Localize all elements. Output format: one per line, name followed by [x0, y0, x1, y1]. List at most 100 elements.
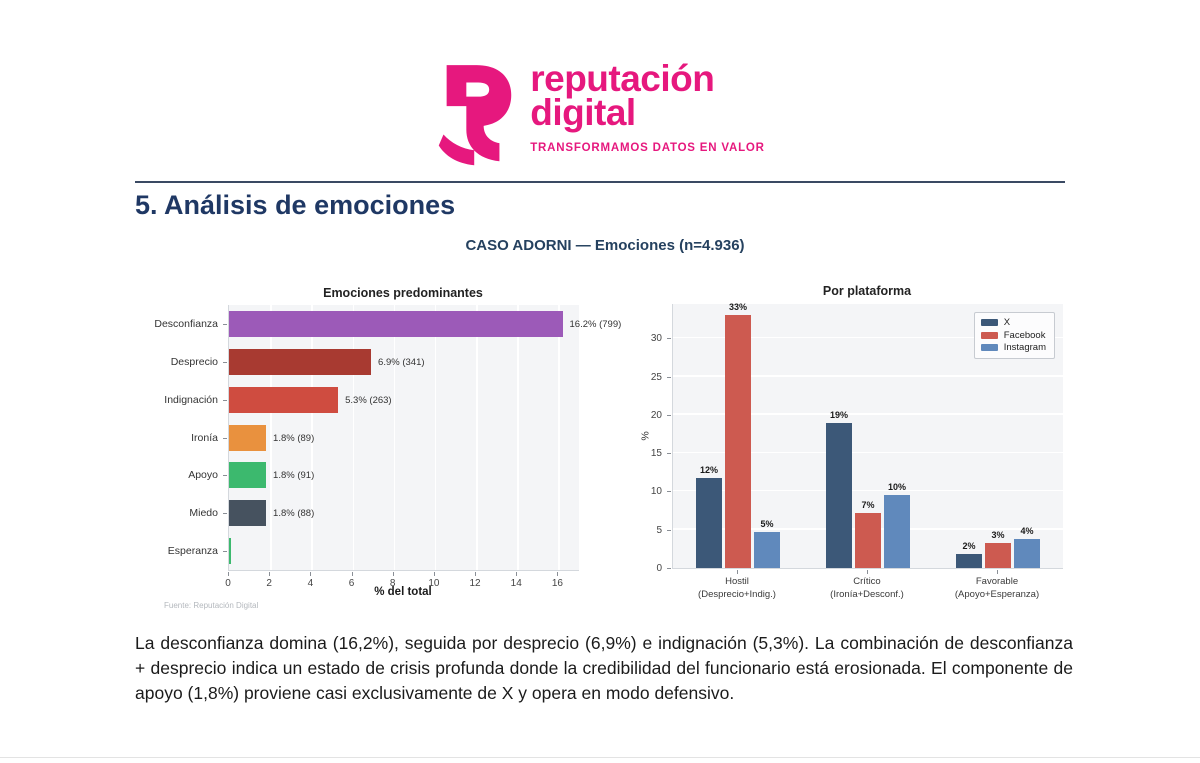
axis-tick: [737, 570, 738, 574]
axis-tick-label: 2: [266, 578, 272, 589]
bar-desconfianza: [229, 310, 563, 337]
legend-entry: Facebook: [980, 329, 1046, 341]
axis-tick-label: 20: [650, 409, 662, 421]
axis-tick-label: 14: [510, 578, 522, 589]
bar-value-label: 4%: [1020, 525, 1034, 536]
axis-tick: [223, 437, 227, 439]
gridline: [673, 375, 1063, 377]
section-divider: [135, 181, 1065, 183]
bar-value-label: 7%: [861, 499, 875, 510]
axis-tick: [516, 572, 518, 576]
axis-tick-label: 0: [225, 578, 231, 589]
bar-instagram: [884, 494, 910, 568]
legend: X Facebook Instagram: [973, 312, 1055, 359]
category-label-line: (Desprecio+Indig.): [698, 588, 776, 600]
axis-tick: [667, 529, 671, 531]
bar-value-label: 3%: [991, 529, 1005, 540]
bar-value-label: 33%: [728, 302, 748, 313]
axis-tick-label: 6: [348, 578, 355, 589]
axis-tick: [667, 414, 671, 416]
bar-x: [956, 554, 982, 568]
category-label-line: Hostil: [725, 576, 749, 587]
legend-entry: X: [980, 317, 1046, 328]
axis-tick-label: 10: [650, 486, 662, 498]
bar-value-label: 5%: [760, 519, 774, 530]
category-label: Crítico (Ironía+Desconf.): [830, 576, 904, 602]
category-label: Desconfianza: [154, 317, 218, 330]
category-label: Esperanza: [167, 545, 218, 558]
axis-tick: [223, 399, 227, 401]
brand-tagline: TRANSFORMAMOS DATOS EN VALOR: [530, 142, 765, 155]
axis-tick: [269, 572, 271, 576]
bar-value-label: 10%: [887, 481, 907, 492]
axis-tick: [997, 570, 998, 574]
bar-value-label: 5.3% (263): [345, 394, 392, 406]
right-chart-title: Por plataforma: [822, 284, 912, 298]
axis-tick-label: 8: [389, 578, 396, 589]
gridline: [673, 413, 1063, 415]
legend-entry: Instagram: [980, 342, 1046, 353]
bar-facebook: [725, 315, 751, 568]
category-label: Ironía: [191, 431, 218, 444]
axis-tick: [223, 551, 227, 553]
source-note: Fuente: Reputación Digital: [164, 601, 259, 610]
legend-swatch-x: [980, 319, 998, 327]
gridline: [476, 305, 478, 570]
gridline: [673, 451, 1063, 454]
axis-tick: [667, 491, 671, 493]
bar-value-label: 16.2% (799): [569, 318, 622, 330]
axis-tick-label: 25: [650, 371, 662, 383]
bar-facebook: [985, 542, 1011, 568]
right-chart-plot: 12% 33% 5% 19% 7% 10% 2% 3% 4% X Facebook Instagram: [672, 302, 1063, 569]
axis-tick: [310, 572, 312, 576]
left-chart-xlabel: % del total: [374, 586, 432, 598]
category-label-line: Favorable: [975, 576, 1019, 587]
figure-suptitle: CASO ADORNI — Emociones (n=4.936): [465, 237, 745, 254]
bar-indignación: [229, 386, 339, 413]
bar-esperanza: [229, 538, 232, 565]
gridline: [673, 336, 1063, 339]
category-label: Miedo: [189, 507, 218, 520]
axis-tick: [667, 338, 671, 340]
brand-r-icon: [438, 65, 512, 166]
bar-x: [826, 423, 852, 568]
gridline: [517, 305, 519, 570]
category-label-line: Crítico: [853, 576, 881, 587]
axis-tick-label: 30: [650, 333, 662, 345]
gridline: [434, 305, 437, 570]
brand-name-line1: reputación: [530, 58, 715, 99]
axis-tick: [228, 572, 229, 576]
bar-value-label: 1.8% (91): [273, 470, 315, 482]
bottom-rule: [0, 757, 1200, 758]
axis-tick: [667, 568, 671, 569]
bar-value-label: 2%: [962, 541, 976, 552]
category-label: Desprecio: [170, 355, 218, 368]
axis-tick: [867, 570, 868, 574]
axis-tick-label: 0: [656, 563, 662, 574]
axis-tick: [223, 475, 227, 477]
bar-ironía: [229, 424, 267, 451]
bar-desprecio: [229, 348, 372, 375]
axis-tick: [392, 572, 394, 576]
axis-tick: [351, 572, 353, 576]
axis-tick-label: 5: [656, 524, 662, 536]
bar-instagram: [1014, 538, 1040, 568]
axis-tick: [557, 572, 559, 576]
left-chart-plot: 16.2% (799) 6.9% (341) 5.3% (263) 1.8% (89)…: [228, 305, 621, 571]
bar-instagram: [754, 532, 780, 568]
bar-x: [696, 478, 722, 568]
bar-value-label: 19%: [829, 410, 849, 421]
axis-tick-label: 15: [650, 448, 662, 460]
legend-label: Instagram: [1003, 342, 1046, 353]
brand-name-line2: digital: [530, 92, 636, 134]
category-label: Indignación: [164, 393, 218, 406]
gridline: [270, 305, 272, 570]
axis-tick-label: 4: [307, 578, 314, 589]
category-label: Favorable (Apoyo+Esperanza): [955, 576, 1039, 602]
gridline: [311, 305, 313, 570]
legend-label: Facebook: [1003, 329, 1046, 341]
section-heading: 5. Análisis de emociones: [135, 190, 456, 220]
legend-label: X: [1003, 317, 1011, 328]
category-label: Apoyo: [188, 469, 218, 482]
